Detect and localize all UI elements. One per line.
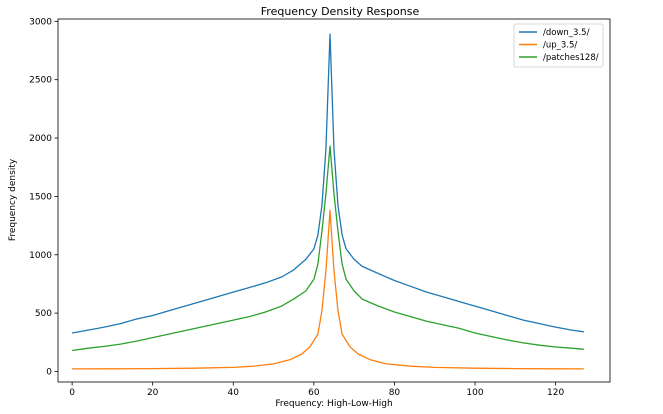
y-tick-label: 0 xyxy=(46,367,52,377)
series-line-3 xyxy=(72,145,584,352)
legend-box xyxy=(513,23,604,68)
plot-frame xyxy=(57,18,611,383)
x-axis-ticks: 0 20 40 60 80 100 120 xyxy=(69,382,564,398)
x-axis-label: Frequency: High-Low-High xyxy=(275,399,392,409)
legend-label-2: /up_3.5/ xyxy=(543,41,577,51)
x-tick-label: 120 xyxy=(547,388,564,398)
chart-title: Frequency Density Response xyxy=(261,5,420,18)
legend: /down_3.5/ /up_3.5/ /patches128/ xyxy=(513,23,604,68)
series-line-1 xyxy=(71,33,584,334)
y-axis-ticks: 0 500 1000 1500 2000 2500 3000 xyxy=(29,17,58,377)
y-tick-label: 1500 xyxy=(29,192,52,202)
legend-label-3: /patches128/ xyxy=(543,53,599,63)
x-tick-label: 20 xyxy=(147,388,159,398)
series-line-2 xyxy=(72,209,584,370)
y-axis-label: Frequency density xyxy=(8,158,18,241)
x-tick-label: 0 xyxy=(69,388,75,398)
x-tick-label: 60 xyxy=(308,388,320,398)
legend-label-1: /down_3.5/ xyxy=(543,28,590,38)
y-tick-label: 500 xyxy=(35,309,52,319)
legend-items: /down_3.5/ /up_3.5/ /patches128/ xyxy=(519,28,599,63)
y-tick-label: 1000 xyxy=(29,251,52,261)
x-tick-label: 40 xyxy=(228,388,240,398)
plot-area: 0 20 40 60 80 100 120 0 500 1000 1500 2000 2500 3000 xyxy=(29,17,611,398)
y-tick-label: 2000 xyxy=(29,134,52,144)
x-tick-label: 100 xyxy=(466,388,483,398)
y-tick-label: 2500 xyxy=(29,76,52,86)
y-tick-label: 3000 xyxy=(29,17,52,27)
series-lines xyxy=(71,33,584,370)
x-tick-label: 80 xyxy=(389,388,401,398)
